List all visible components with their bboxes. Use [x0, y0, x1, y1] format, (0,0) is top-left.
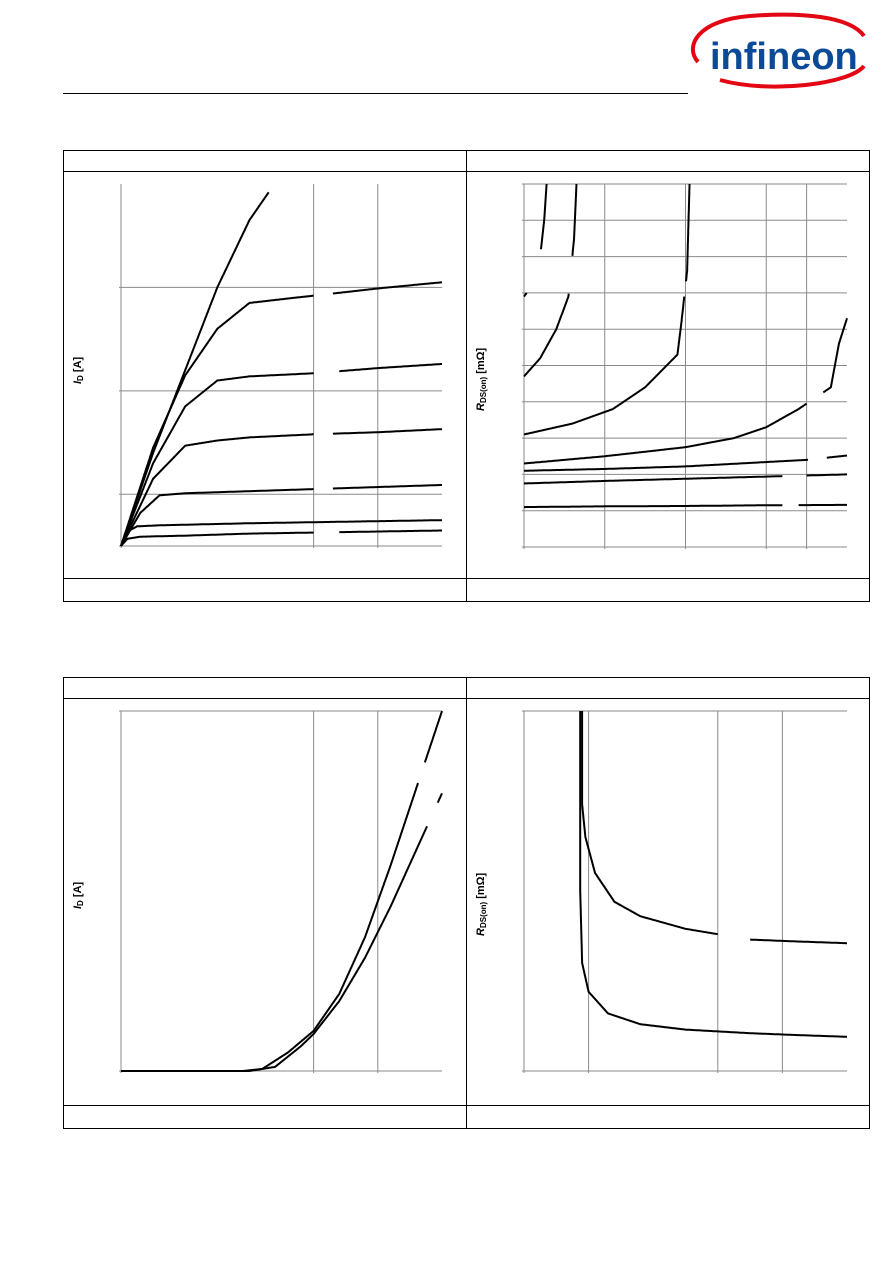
series-0-curve-segment-0: [523, 292, 528, 298]
chart-output-characteristics: ID [A]: [64, 171, 464, 583]
chart-rdson-vs-gate-voltage: RDS(on) [mΩ]: [467, 698, 867, 1110]
frame-footer-top: [64, 578, 869, 601]
series-2-curve-segment-1: [685, 184, 691, 282]
series-2-curve-segment-1: [339, 363, 442, 373]
series-5-curve-segment-0: [523, 475, 783, 485]
series-0-curve-segment-0: [121, 782, 419, 1072]
series-1-curve-segment-1: [436, 792, 443, 804]
series-3-curve-segment-1: [332, 428, 443, 435]
series-1-curve-segment-0: [523, 293, 570, 378]
series-4-curve-segment-1: [332, 484, 442, 490]
series-0-curve-segment-0: [120, 191, 270, 547]
series-0-curve-segment-1: [423, 710, 443, 763]
series-1-curve-segment-0: [121, 825, 428, 1072]
series-5-curve-segment-0: [120, 519, 443, 547]
series-2-curve-segment-0: [523, 296, 686, 436]
plot-rdson-vs-current: [522, 183, 848, 549]
series-0-curve-segment-1: [540, 183, 548, 250]
chart-transfer-characteristics: ID [A]: [64, 698, 464, 1110]
series-3-curve-segment-1: [822, 317, 848, 394]
series-5-curve-segment-1: [806, 473, 847, 477]
plot-transfer-characteristics: [119, 710, 443, 1073]
series-6-curve-segment-0: [524, 504, 783, 509]
chart-rdson-vs-current: RDS(on) [mΩ]: [467, 171, 867, 583]
series-3-curve-segment-0: [523, 402, 808, 465]
logo-text: infineon: [710, 36, 858, 78]
series-1-curve-segment-1: [332, 281, 443, 295]
plot-output-characteristics: [119, 184, 443, 548]
frame-divider-bottom: [466, 678, 467, 1128]
series-3-curve-segment-0: [120, 433, 314, 547]
series-4-curve-segment-0: [523, 458, 809, 472]
series-6-curve-segment-1: [339, 529, 442, 534]
figure-frame-bottom: [63, 677, 870, 1129]
series-6-curve-segment-0: [120, 531, 314, 547]
figure-frame-top: [63, 150, 870, 602]
series-1-curve-segment-0: [579, 711, 848, 1038]
series-4-curve-segment-0: [120, 488, 314, 547]
frame-divider-top: [466, 151, 467, 601]
plot-rdson-vs-gate-voltage: [522, 710, 848, 1073]
series-4-curve-segment-1: [826, 454, 848, 459]
series-0-curve-segment-1: [749, 938, 848, 945]
infineon-logo: infineon: [690, 12, 866, 89]
series-0-curve-segment-0: [581, 711, 718, 936]
series-1-curve-segment-0: [120, 294, 315, 547]
series-1-curve-segment-1: [571, 183, 578, 256]
header-rule: [63, 93, 688, 94]
series-2-curve-segment-0: [120, 372, 314, 547]
frame-footer-bottom: [64, 1105, 869, 1128]
